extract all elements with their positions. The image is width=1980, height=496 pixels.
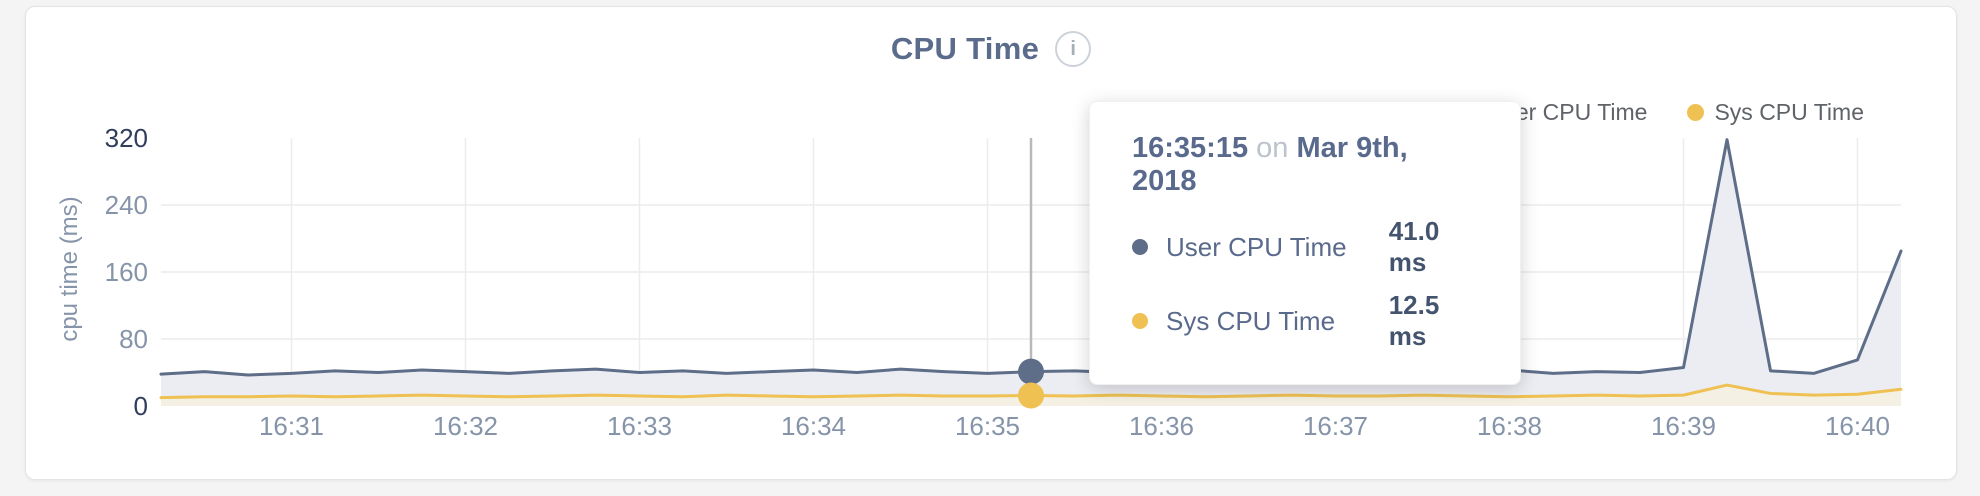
x-tick-label: 16:36 [1129, 411, 1194, 441]
cpu-time-chart[interactable]: 16:31 16:32 16:33 16:34 16:35 16:36 16:37 16:38… [26, 7, 1956, 479]
x-tick-label: 16:39 [1651, 411, 1716, 441]
legend-label: Sys CPU Time [1714, 99, 1864, 125]
hover-dot-user-cpu-time [1018, 358, 1044, 385]
chart-header: CPU Time i [26, 31, 1956, 67]
x-tick-label: 16:40 [1825, 411, 1890, 441]
x-tick-label: 16:38 [1477, 411, 1542, 441]
tooltip-series-value: 12.5 ms [1388, 290, 1440, 351]
x-tick-label: 16:33 [607, 411, 672, 441]
user-cpu-dot-icon [1132, 239, 1148, 255]
hover-dot-sys-cpu-time [1018, 382, 1044, 409]
tooltip-series-label: User CPU Time [1166, 231, 1347, 262]
tooltip-row-sys-cpu: Sys CPU Time 12.5 ms [1132, 290, 1478, 352]
cpu-time-card: CPU Time i User CPU Time Sys CPU Time cp… [25, 6, 1957, 480]
chart-title: CPU Time [890, 31, 1040, 66]
y-tick-label: 0 [134, 391, 148, 421]
x-tick-label: 16:35 [955, 411, 1020, 441]
tooltip-series-value: 41.0 ms [1388, 216, 1440, 277]
y-tick-label: 240 [105, 190, 148, 220]
tooltip-timestamp: 16:35:15 on Mar 9th, 2018 [1132, 132, 1478, 198]
y-tick-label: 80 [119, 324, 148, 354]
tooltip-series-label: Sys CPU Time [1166, 305, 1336, 336]
hover-tooltip: 16:35:15 on Mar 9th, 2018 User CPU Time … [1089, 101, 1521, 385]
legend-item-sys-cpu-time[interactable]: Sys CPU Time [1687, 99, 1864, 126]
x-tick-label: 16:32 [433, 411, 498, 441]
chart-legend: User CPU Time Sys CPU Time [1460, 99, 1864, 126]
user-cpu-time-area [161, 139, 1901, 407]
y-tick-label: 320 [105, 123, 148, 153]
tooltip-time: 16:35:15 [1132, 132, 1249, 164]
x-tick-label: 16:31 [259, 411, 324, 441]
info-icon[interactable]: i [1055, 31, 1092, 67]
tooltip-date: Mar 9th, 2018 [1132, 132, 1408, 197]
x-tick-label: 16:37 [1303, 411, 1368, 441]
tooltip-connector: on [1256, 132, 1289, 164]
sys-cpu-legend-dot-icon [1687, 104, 1705, 121]
x-tick-label: 16:34 [781, 411, 846, 441]
tooltip-row-user-cpu: User CPU Time 41.0 ms [1132, 216, 1478, 278]
sys-cpu-dot-icon [1132, 313, 1148, 329]
y-tick-label: 160 [105, 257, 148, 287]
